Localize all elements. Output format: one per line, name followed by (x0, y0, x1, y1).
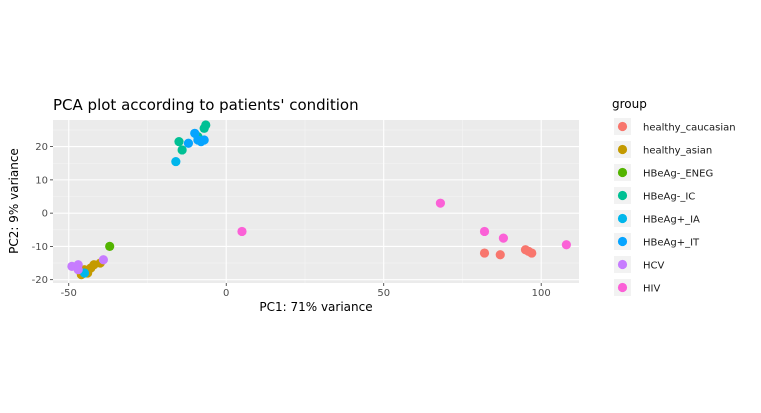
legend-label: HBeAg-_IC (643, 192, 695, 203)
data-point (561, 240, 572, 250)
data-point (98, 255, 108, 265)
plot-panel (53, 120, 579, 283)
data-point (495, 250, 505, 260)
legend-label: HCV (643, 261, 665, 272)
x-tick-label: 100 (532, 288, 551, 299)
data-point (479, 226, 490, 237)
legend-label: HBeAg+_IT (643, 238, 700, 249)
x-axis-title: PC1: 71% variance (259, 300, 372, 314)
data-point (105, 241, 115, 252)
legend-label: HBeAg+_IA (643, 215, 700, 226)
data-point (435, 198, 446, 208)
data-point (527, 248, 537, 258)
legend-label: HBeAg-_ENEG (643, 169, 713, 180)
legend-marker (617, 121, 628, 132)
data-point (479, 248, 490, 258)
y-tick-label: -20 (32, 275, 48, 286)
data-point (73, 265, 83, 275)
data-point (498, 233, 509, 243)
legend-marker (617, 236, 628, 247)
y-tick-label: 20 (35, 142, 48, 153)
legend-marker (617, 190, 628, 201)
legend-title: group (612, 97, 647, 111)
data-point (183, 138, 194, 148)
x-tick-label: -50 (61, 288, 77, 299)
data-point (174, 137, 184, 147)
data-point (237, 226, 247, 237)
data-point (201, 120, 211, 130)
legend-marker (617, 282, 628, 293)
data-point (171, 156, 181, 167)
y-tick-label: 0 (42, 209, 48, 220)
major-gridlines (53, 120, 579, 283)
minor-gridlines (53, 120, 579, 283)
legend-marker (617, 259, 628, 270)
legend-label: healthy_asian (643, 146, 712, 157)
legend: healthy_caucasian healthy_asian HBeAg-_ENE… (614, 118, 736, 296)
axis-ticks: -50 0 50 100 -20 -10 0 10 20 (32, 142, 551, 299)
data-points (67, 120, 572, 280)
y-tick-label: 10 (35, 175, 48, 186)
y-tick-label: -10 (32, 242, 48, 253)
x-tick-label: 50 (377, 288, 390, 299)
legend-marker (617, 213, 628, 224)
legend-label: healthy_caucasian (643, 123, 736, 134)
legend-marker (617, 144, 628, 155)
data-point (199, 135, 209, 145)
chart-title: PCA plot according to patients' conditio… (53, 96, 359, 114)
data-point (177, 145, 187, 155)
x-tick-label: 0 (223, 288, 229, 299)
legend-marker (617, 167, 628, 178)
legend-label: HIV (643, 284, 660, 295)
y-axis-title: PC2: 9% variance (7, 148, 21, 254)
